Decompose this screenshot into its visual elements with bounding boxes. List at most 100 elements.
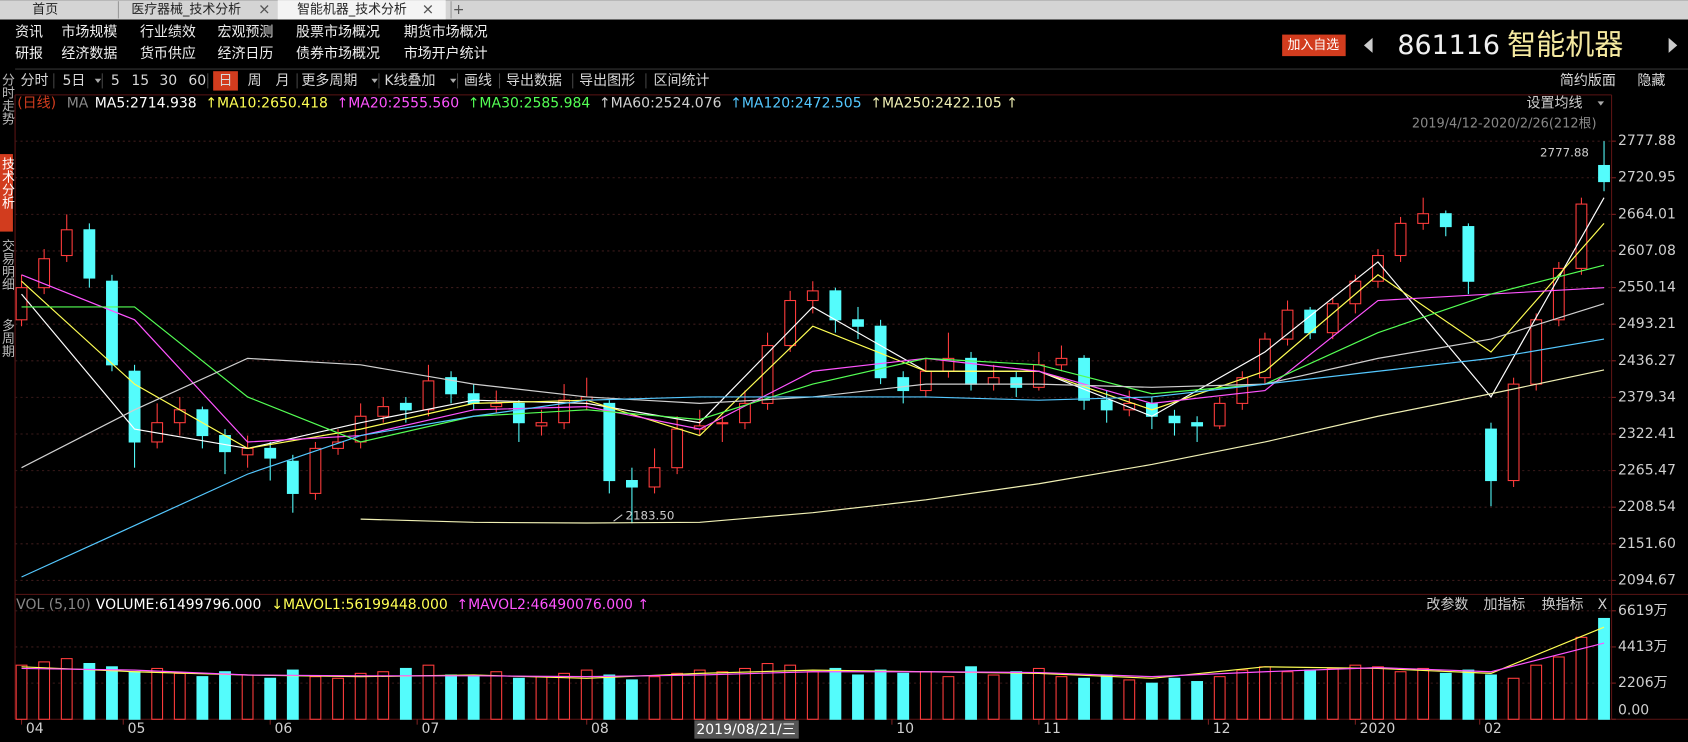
candle-body	[1552, 267, 1565, 321]
toolbar-item[interactable]: 5日	[62, 73, 85, 89]
legend-item: ↑MAVOL2:46490076.000 ↑	[456, 597, 649, 613]
toolbar-item[interactable]: 30	[159, 73, 177, 89]
toolbar-item[interactable]: 日	[219, 73, 233, 89]
candle-body	[1575, 203, 1588, 269]
volume-bar	[1123, 679, 1136, 720]
volume-bar	[580, 669, 593, 720]
toolbar-item[interactable]: 60	[188, 73, 206, 89]
toolbar-item[interactable]: 月	[276, 73, 290, 89]
toolbar-item[interactable]: 15	[131, 73, 149, 89]
volume-bar	[1236, 669, 1249, 720]
settings-button[interactable]: 设置均线	[1527, 95, 1583, 111]
tab[interactable]: 智能机器_技术分析	[297, 2, 407, 17]
active-tab[interactable]	[277, 0, 446, 20]
toolbar: 分时 5日 5 15 30 60 日周月更多周期 K线叠加 画线 导出数据 导出图形 区间统计 简约版面…	[20, 72, 1665, 89]
low-label: 2183.50	[625, 508, 674, 522]
toolbar-item[interactable]: 周	[248, 73, 262, 89]
prev-arrow[interactable]	[1363, 37, 1373, 53]
side-tab[interactable]: 技术分析	[0, 157, 14, 209]
toolbar-item[interactable]: 隐藏	[1637, 73, 1665, 89]
y-tick-label: 2777.88	[1618, 133, 1676, 149]
volume-bar	[332, 677, 344, 720]
menu-item[interactable]: 期货市场概况	[404, 23, 488, 40]
side-tab[interactable]: 交易明细	[0, 238, 14, 291]
toolbar-item[interactable]: K线叠加	[384, 73, 435, 89]
menu-item[interactable]: 债券市场概况	[296, 45, 380, 62]
dropdown-caret	[1597, 101, 1605, 106]
volume-bar	[874, 669, 887, 720]
volume-title: VOL (5,10)	[16, 597, 91, 613]
y-tick-label: 2607.08	[1618, 243, 1676, 259]
close-icons	[260, 5, 433, 14]
x-tick-label: 02	[1484, 721, 1502, 737]
stock-code: 861116	[1397, 30, 1500, 61]
candle-body	[897, 377, 910, 392]
toolbar-item[interactable]: 分时	[20, 73, 48, 89]
toolbar-item[interactable]: 导出图形	[579, 73, 635, 89]
volume-bar	[286, 669, 299, 720]
indicator-button[interactable]: 换指标	[1542, 596, 1584, 613]
volume-bar	[1145, 682, 1158, 720]
volume-bar	[106, 666, 118, 720]
candle-body	[377, 406, 390, 417]
volume-bar	[38, 661, 51, 720]
volume-bar	[1259, 666, 1271, 720]
menu-item[interactable]: 经济数据	[61, 46, 117, 62]
volume-bar	[1100, 674, 1113, 720]
volume-bar	[151, 667, 164, 720]
menu-item[interactable]: 股票市场概况	[296, 23, 380, 40]
indicator-button[interactable]: 改参数	[1426, 596, 1468, 613]
volume-bar	[987, 674, 1000, 720]
candle-body	[626, 480, 638, 488]
menu-item[interactable]: 资讯	[15, 24, 43, 40]
toolbar-item[interactable]: 5	[111, 73, 120, 89]
y-tick-label: 2493.21	[1618, 316, 1676, 332]
candle-body	[1123, 402, 1136, 411]
toolbar-item[interactable]: 画线	[464, 73, 492, 89]
y-tick-label: 0.00	[1618, 703, 1649, 719]
volume-bar	[1078, 677, 1090, 720]
menu-item[interactable]: 行业绩效	[140, 24, 196, 40]
volume-bar	[784, 664, 797, 720]
volume-bar	[219, 671, 231, 720]
volume-bar	[852, 674, 864, 720]
x-tick-label: 07	[421, 721, 439, 737]
toolbar-item[interactable]: 导出数据	[506, 73, 562, 89]
add-button-bg[interactable]	[1282, 34, 1346, 57]
candle-body	[1485, 428, 1497, 482]
candle-body	[535, 422, 548, 427]
indicator-button[interactable]: 加指标	[1483, 597, 1525, 613]
tab[interactable]: 医疗器械_技术分析	[131, 2, 241, 17]
side-tab[interactable]: 分时走势	[0, 73, 14, 126]
new-tab[interactable]: +	[453, 2, 465, 18]
y-tick-label: 2550.14	[1618, 280, 1676, 296]
add-button[interactable]: 加入自选	[1288, 38, 1340, 53]
menu-item[interactable]: 市场规模	[61, 23, 117, 40]
toolbar-item[interactable]: 区间统计	[653, 73, 709, 89]
menu-item[interactable]: 经济日历	[217, 46, 273, 62]
candle-body	[1530, 319, 1543, 385]
volume-bar	[671, 672, 684, 720]
volume-bar	[1394, 671, 1407, 720]
next-arrow[interactable]	[1668, 37, 1678, 53]
dropdown-caret	[449, 78, 457, 84]
period-label: (日线)	[17, 95, 56, 111]
legend-item: ↑MA30:2585.984	[468, 95, 591, 111]
menu-item[interactable]: 货币供应	[140, 45, 196, 62]
volume-bar	[1055, 676, 1068, 720]
side-tab[interactable]: 多周期	[0, 319, 14, 359]
menu-item[interactable]: 宏观预测	[217, 24, 273, 40]
candle-body	[60, 229, 73, 257]
menu-item[interactable]: 研报	[15, 46, 43, 62]
volume-bar	[1349, 664, 1362, 720]
toolbar-item[interactable]: 简约版面	[1560, 72, 1616, 89]
toolbar-item[interactable]: 更多周期	[301, 72, 357, 89]
candle-body	[1236, 377, 1249, 404]
x-tick-label: 05	[128, 721, 146, 737]
y-tick-label: 2436.27	[1618, 353, 1676, 369]
tab[interactable]: 首页	[32, 2, 58, 17]
menu-item[interactable]: 市场开户统计	[404, 45, 488, 62]
indicator-button[interactable]: X	[1598, 597, 1608, 613]
